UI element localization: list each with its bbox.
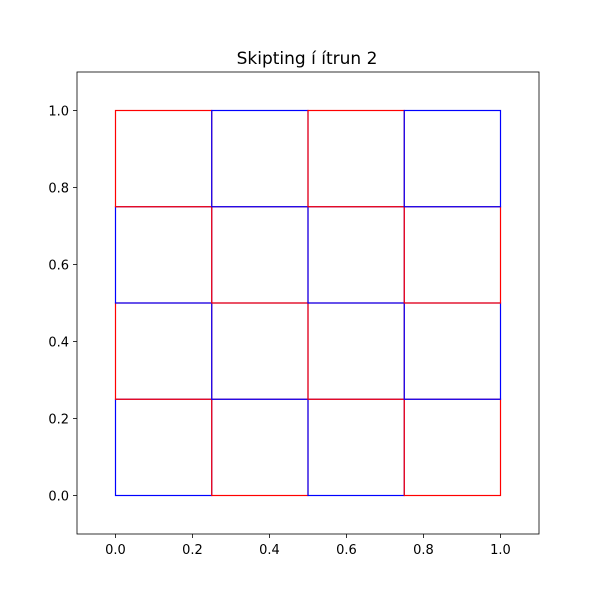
grid-cell-blue — [114, 398, 213, 497]
y-tick-label: 0.6 — [48, 259, 69, 274]
grid-cell-red — [114, 109, 213, 208]
grid-cell-red — [114, 302, 213, 400]
x-tick-label: 0.6 — [336, 543, 357, 558]
grid-cell-blue — [211, 302, 309, 400]
x-tick-label: 0.0 — [105, 543, 126, 558]
grid-cell-blue — [403, 109, 502, 208]
grid-cell-red — [211, 398, 309, 497]
chart-title: Skipting í ítrun 2 — [237, 49, 378, 69]
grid-cell-red — [307, 109, 405, 208]
x-tick-label: 0.8 — [413, 543, 434, 558]
x-tick-label: 0.2 — [182, 543, 203, 558]
grid-cell-blue — [307, 398, 405, 497]
grid-cell-blue — [211, 109, 309, 208]
axes-frame — [76, 71, 540, 535]
grid-cell-blue — [307, 206, 405, 304]
grid-cell-red — [211, 206, 309, 304]
y-tick-label: 1.0 — [48, 105, 69, 120]
y-tick-label: 0.8 — [48, 182, 69, 197]
cells-layer — [114, 109, 502, 497]
x-tick-label: 1.0 — [490, 543, 511, 558]
y-tick-label: 0.2 — [48, 413, 69, 428]
ticks-layer: 0.0 0.2 0.4 0.6 0.8 1.0 0.0 0.2 0.4 0.6 0.8 1.0 — [48, 105, 511, 559]
grid-cell-red — [403, 206, 502, 304]
grid-cell-blue — [114, 206, 213, 304]
grid-cell-red — [403, 398, 502, 497]
x-tick-label: 0.4 — [259, 543, 280, 558]
grid-cell-blue — [403, 302, 502, 400]
y-tick-label: 0.4 — [48, 336, 69, 351]
grid-cell-red — [307, 302, 405, 400]
y-tick-label: 0.0 — [48, 490, 69, 505]
